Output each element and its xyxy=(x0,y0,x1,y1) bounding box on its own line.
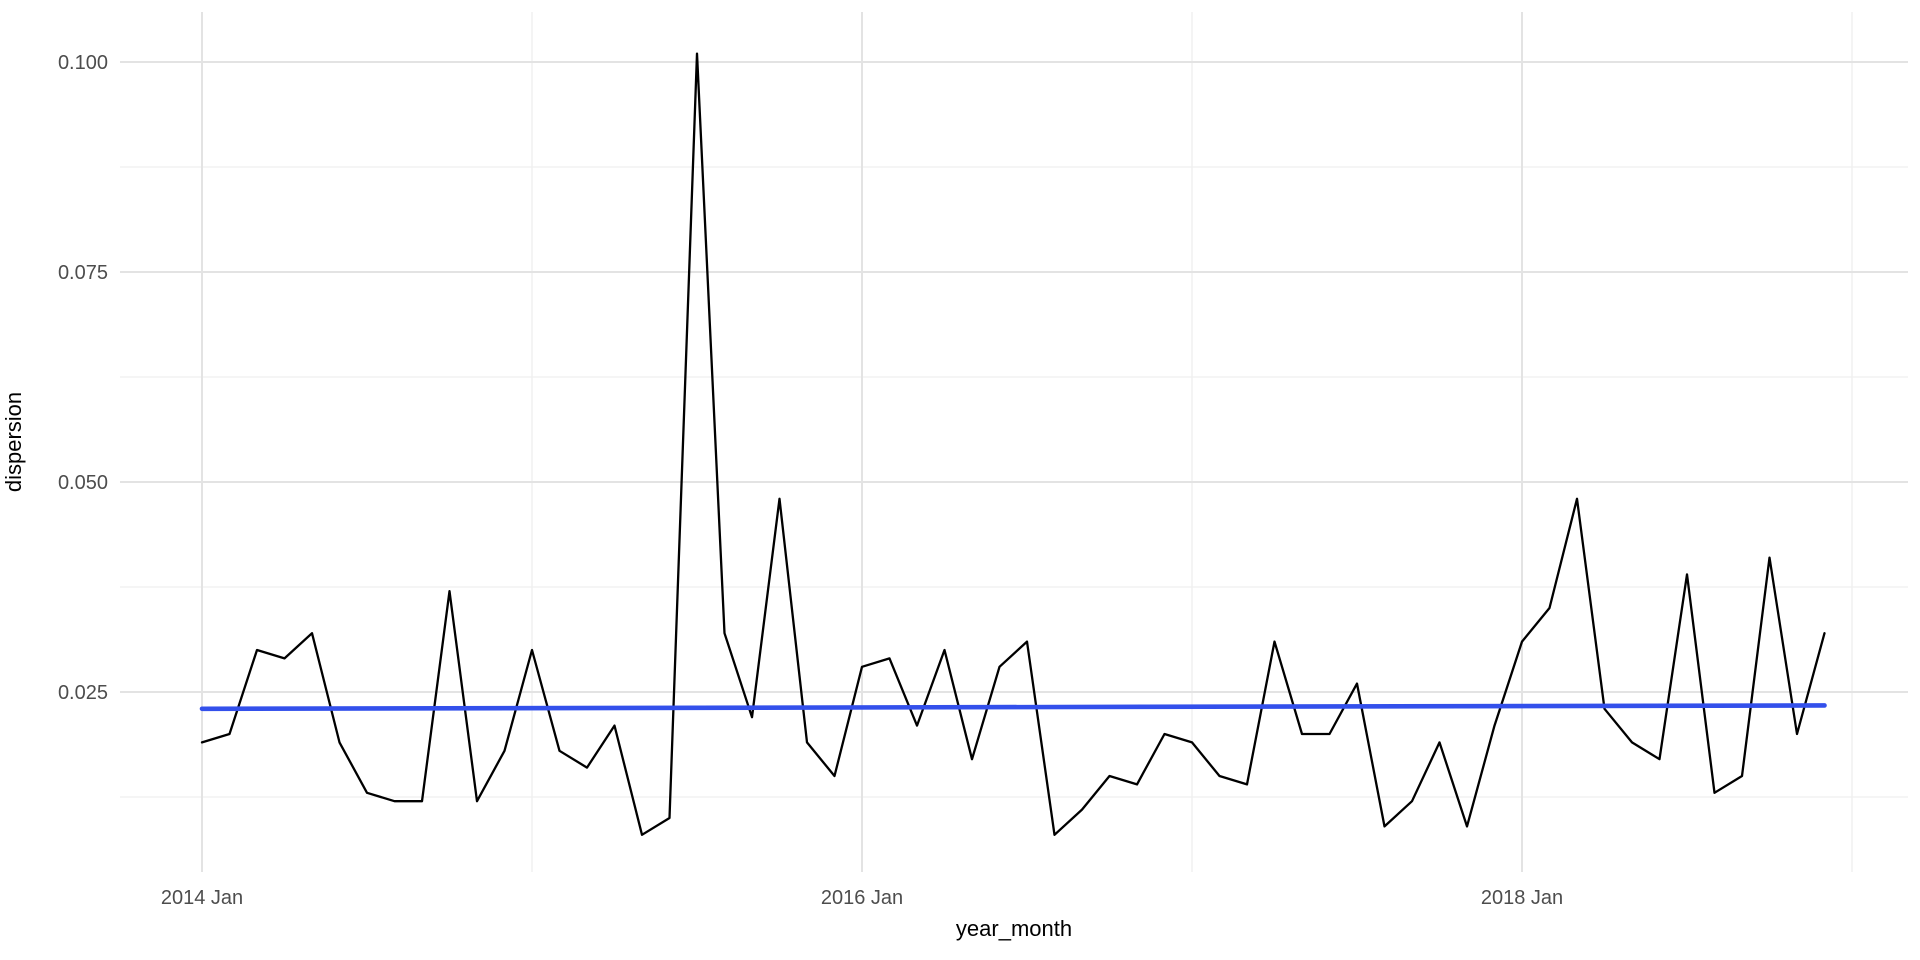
y-tick-label: 0.050 xyxy=(58,472,108,494)
x-tick-label: 2014 Jan xyxy=(161,887,243,909)
x-tick-label: 2018 Jan xyxy=(1481,887,1563,909)
x-tick-label: 2016 Jan xyxy=(821,887,903,909)
y-tick-label: 0.025 xyxy=(58,682,108,704)
grid-layer xyxy=(120,12,1908,872)
y-axis-title: dispersion xyxy=(1,392,26,492)
tick-label-layer: 0.025 0.050 0.075 0.100 2014 Jan 2016 Jan 2018… xyxy=(58,52,1563,909)
y-tick-label: 0.100 xyxy=(58,52,108,74)
dispersion-line xyxy=(200,52,1826,836)
trend-line xyxy=(199,703,1827,712)
x-axis-title: year_month xyxy=(956,916,1072,941)
series-layer xyxy=(199,52,1827,836)
y-tick-label: 0.075 xyxy=(58,262,108,284)
